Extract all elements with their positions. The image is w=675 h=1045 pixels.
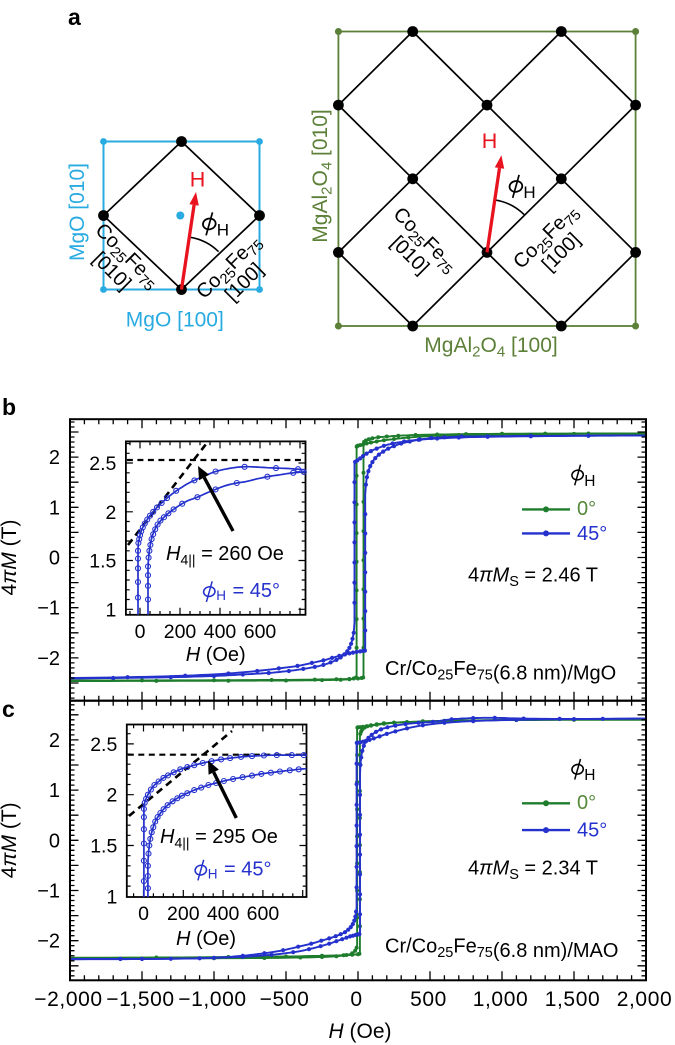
svg-text:−1,500: −1,500 xyxy=(106,988,174,1011)
svg-text:MgO [010]: MgO [010] xyxy=(66,163,89,261)
svg-text:500: 500 xyxy=(410,988,447,1011)
svg-text:4πMS = 2.46 T: 4πMS = 2.46 T xyxy=(468,565,598,591)
svg-text:2.5: 2.5 xyxy=(89,453,116,475)
svg-text:H: H xyxy=(208,866,218,881)
svg-text:200: 200 xyxy=(167,903,200,925)
svg-text:a: a xyxy=(68,4,81,30)
svg-text:0: 0 xyxy=(135,621,146,643)
svg-text:2: 2 xyxy=(106,785,117,807)
svg-text:H: H xyxy=(217,221,229,240)
svg-text:= 45°: = 45° xyxy=(224,859,271,881)
svg-text:400: 400 xyxy=(207,903,240,925)
svg-text:H: H xyxy=(584,767,595,784)
svg-text:−2,000: −2,000 xyxy=(34,988,102,1011)
svg-text:1: 1 xyxy=(106,599,117,621)
svg-text:H4|| = 260 Oe: H4|| = 260 Oe xyxy=(166,543,284,568)
svg-text:−1,000: −1,000 xyxy=(178,988,246,1011)
svg-text:0: 0 xyxy=(49,548,60,570)
svg-text:−2: −2 xyxy=(37,931,60,953)
svg-text:0: 0 xyxy=(49,830,60,852)
svg-text:Cr/Co25Fe75(6.8 nm)/MgO: Cr/Co25Fe75(6.8 nm)/MgO xyxy=(385,658,616,685)
svg-text:c: c xyxy=(2,696,15,722)
svg-text:H (Oe): H (Oe) xyxy=(186,644,246,666)
svg-text:1.5: 1.5 xyxy=(89,551,116,573)
svg-text:MgO [100]: MgO [100] xyxy=(126,309,224,332)
svg-text:2: 2 xyxy=(49,447,60,469)
svg-text:1: 1 xyxy=(49,497,60,519)
svg-text:H (Oe): H (Oe) xyxy=(176,928,236,950)
svg-text:400: 400 xyxy=(204,621,237,643)
svg-text:= 45°: = 45° xyxy=(233,580,280,602)
svg-text:2.5: 2.5 xyxy=(90,734,117,756)
svg-text:0°: 0° xyxy=(577,792,596,814)
svg-text:−1: −1 xyxy=(37,881,60,903)
svg-text:45°: 45° xyxy=(577,523,607,545)
svg-text:1: 1 xyxy=(106,886,117,908)
svg-text:b: b xyxy=(2,394,16,420)
svg-text:1,000: 1,000 xyxy=(473,988,529,1011)
svg-text:600: 600 xyxy=(247,903,280,925)
svg-text:0: 0 xyxy=(350,988,362,1011)
svg-text:H4|| = 295 Oe: H4|| = 295 Oe xyxy=(160,826,278,851)
svg-text:2,000: 2,000 xyxy=(617,988,673,1011)
svg-text:4πM (T): 4πM (T) xyxy=(0,802,21,878)
svg-text:600: 600 xyxy=(244,621,277,643)
svg-text:0°: 0° xyxy=(577,498,596,520)
svg-text:−500: −500 xyxy=(260,988,310,1011)
svg-text:1: 1 xyxy=(49,780,60,802)
svg-text:H: H xyxy=(523,183,535,202)
svg-text:2: 2 xyxy=(106,502,117,524)
svg-text:H: H xyxy=(216,588,226,603)
svg-text:2: 2 xyxy=(49,730,60,752)
svg-text:4πM (T): 4πM (T) xyxy=(0,520,21,596)
svg-text:0: 0 xyxy=(138,903,149,925)
svg-text:H (Oe): H (Oe) xyxy=(328,1020,391,1043)
svg-text:H: H xyxy=(190,168,206,192)
svg-text:MgAl2O4 [010]: MgAl2O4 [010] xyxy=(309,109,336,242)
svg-text:−1: −1 xyxy=(37,598,60,620)
svg-text:H: H xyxy=(584,473,595,490)
svg-text:H: H xyxy=(482,129,498,153)
svg-text:1.5: 1.5 xyxy=(90,836,117,858)
svg-text:1,500: 1,500 xyxy=(545,988,601,1011)
svg-text:−2: −2 xyxy=(37,648,60,670)
svg-text:200: 200 xyxy=(164,621,197,643)
svg-text:45°: 45° xyxy=(577,820,607,842)
svg-text:MgAl2O4 [100]: MgAl2O4 [100] xyxy=(424,334,557,361)
svg-text:4πMS = 2.34 T: 4πMS = 2.34 T xyxy=(468,858,598,884)
